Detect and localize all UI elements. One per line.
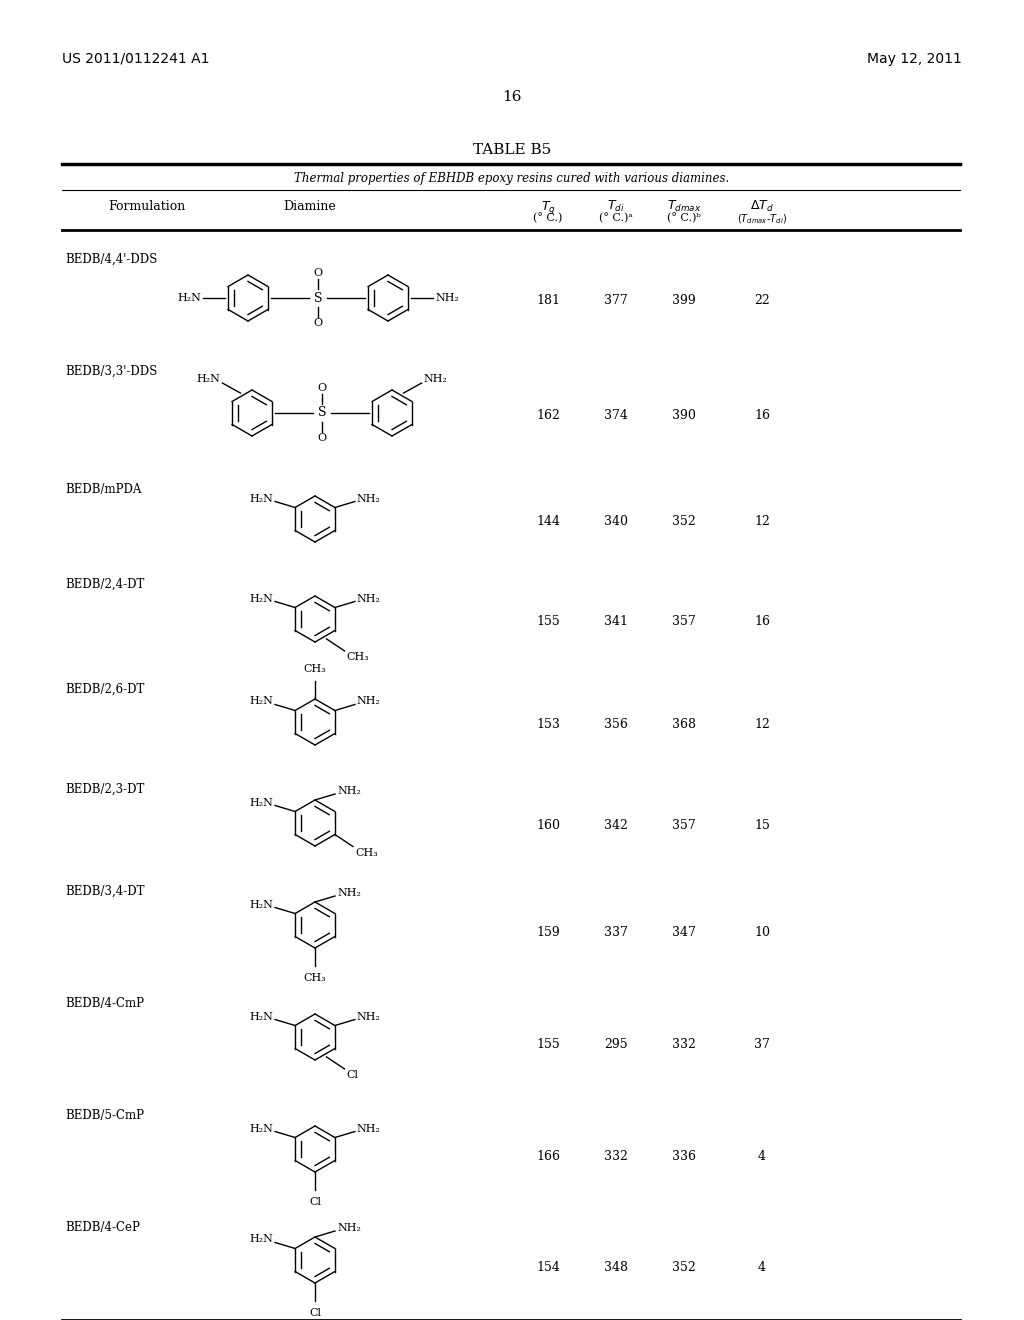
Text: NH₂: NH₂ xyxy=(435,293,459,304)
Text: 155: 155 xyxy=(537,1038,560,1051)
Text: 16: 16 xyxy=(754,409,770,422)
Text: 390: 390 xyxy=(672,409,696,422)
Text: 10: 10 xyxy=(754,927,770,939)
Text: O: O xyxy=(313,318,323,327)
Text: 37: 37 xyxy=(754,1038,770,1051)
Text: 348: 348 xyxy=(604,1261,628,1274)
Text: BEDB/mPDA: BEDB/mPDA xyxy=(65,483,141,496)
Text: Cl: Cl xyxy=(309,1308,321,1317)
Text: NH₂: NH₂ xyxy=(357,1123,381,1134)
Text: 181: 181 xyxy=(536,294,560,308)
Text: Formulation: Formulation xyxy=(108,201,185,213)
Text: NH₂: NH₂ xyxy=(337,785,360,796)
Text: 154: 154 xyxy=(536,1261,560,1274)
Text: O: O xyxy=(317,383,327,393)
Text: 295: 295 xyxy=(604,1038,628,1051)
Text: 332: 332 xyxy=(604,1150,628,1163)
Text: 4: 4 xyxy=(758,1150,766,1163)
Text: 342: 342 xyxy=(604,818,628,832)
Text: NH₂: NH₂ xyxy=(357,697,381,706)
Text: 340: 340 xyxy=(604,515,628,528)
Text: H₂N: H₂N xyxy=(197,374,220,384)
Text: 159: 159 xyxy=(537,927,560,939)
Text: 162: 162 xyxy=(536,409,560,422)
Text: $(T_{dmax}$-$T_{di})$: $(T_{dmax}$-$T_{di})$ xyxy=(737,213,787,226)
Text: NH₂: NH₂ xyxy=(337,888,360,898)
Text: 357: 357 xyxy=(672,818,696,832)
Text: CH₃: CH₃ xyxy=(304,973,327,983)
Text: 336: 336 xyxy=(672,1150,696,1163)
Text: 160: 160 xyxy=(536,818,560,832)
Text: H₂N: H₂N xyxy=(249,1123,273,1134)
Text: 356: 356 xyxy=(604,718,628,731)
Text: (° C.)ᵇ: (° C.)ᵇ xyxy=(667,213,700,223)
Text: 16: 16 xyxy=(754,615,770,628)
Text: 166: 166 xyxy=(536,1150,560,1163)
Text: 144: 144 xyxy=(536,515,560,528)
Text: 15: 15 xyxy=(754,818,770,832)
Text: Thermal properties of EBHDB epoxy resins cured with various diamines.: Thermal properties of EBHDB epoxy resins… xyxy=(294,172,730,185)
Text: BEDB/3,3'-DDS: BEDB/3,3'-DDS xyxy=(65,366,158,378)
Text: Diamine: Diamine xyxy=(284,201,336,213)
Text: 352: 352 xyxy=(672,515,696,528)
Text: NH₂: NH₂ xyxy=(337,1224,360,1233)
Text: CH₃: CH₃ xyxy=(355,847,378,858)
Text: H₂N: H₂N xyxy=(249,594,273,603)
Text: Cl: Cl xyxy=(309,1197,321,1206)
Text: 12: 12 xyxy=(754,718,770,731)
Text: 399: 399 xyxy=(672,294,696,308)
Text: S: S xyxy=(317,407,327,420)
Text: 4: 4 xyxy=(758,1261,766,1274)
Text: BEDB/5-CmP: BEDB/5-CmP xyxy=(65,1109,144,1122)
Text: US 2011/0112241 A1: US 2011/0112241 A1 xyxy=(62,51,210,66)
Text: 153: 153 xyxy=(536,718,560,731)
Text: 357: 357 xyxy=(672,615,696,628)
Text: H₂N: H₂N xyxy=(249,1234,273,1245)
Text: 347: 347 xyxy=(672,927,696,939)
Text: 377: 377 xyxy=(604,294,628,308)
Text: (° C.): (° C.) xyxy=(534,213,562,223)
Text: 16: 16 xyxy=(502,90,522,104)
Text: NH₂: NH₂ xyxy=(424,374,447,384)
Text: 374: 374 xyxy=(604,409,628,422)
Text: BEDB/4-CmP: BEDB/4-CmP xyxy=(65,997,144,1010)
Text: NH₂: NH₂ xyxy=(357,594,381,603)
Text: $T_{dmax}$: $T_{dmax}$ xyxy=(667,199,701,214)
Text: 332: 332 xyxy=(672,1038,696,1051)
Text: CH₃: CH₃ xyxy=(304,664,327,675)
Text: BEDB/4-CeP: BEDB/4-CeP xyxy=(65,1221,140,1234)
Text: O: O xyxy=(313,268,323,279)
Text: H₂N: H₂N xyxy=(249,899,273,909)
Text: NH₂: NH₂ xyxy=(357,494,381,503)
Text: O: O xyxy=(317,433,327,444)
Text: BEDB/3,4-DT: BEDB/3,4-DT xyxy=(65,884,144,898)
Text: CH₃: CH₃ xyxy=(346,652,370,661)
Text: 341: 341 xyxy=(604,615,628,628)
Text: $\Delta T_d$: $\Delta T_d$ xyxy=(751,199,774,214)
Text: H₂N: H₂N xyxy=(249,494,273,503)
Text: 352: 352 xyxy=(672,1261,696,1274)
Text: 22: 22 xyxy=(754,294,770,308)
Text: Cl: Cl xyxy=(346,1071,358,1080)
Text: May 12, 2011: May 12, 2011 xyxy=(867,51,962,66)
Text: H₂N: H₂N xyxy=(249,797,273,808)
Text: S: S xyxy=(313,292,323,305)
Text: H₂N: H₂N xyxy=(249,1011,273,1022)
Text: H₂N: H₂N xyxy=(249,697,273,706)
Text: 155: 155 xyxy=(537,615,560,628)
Text: $T_{di}$: $T_{di}$ xyxy=(607,199,625,214)
Text: H₂N: H₂N xyxy=(177,293,201,304)
Text: (° C.)ᵃ: (° C.)ᵃ xyxy=(599,213,633,223)
Text: BEDB/2,6-DT: BEDB/2,6-DT xyxy=(65,682,144,696)
Text: 337: 337 xyxy=(604,927,628,939)
Text: TABLE B5: TABLE B5 xyxy=(473,143,551,157)
Text: $T_g$: $T_g$ xyxy=(541,199,555,216)
Text: 368: 368 xyxy=(672,718,696,731)
Text: NH₂: NH₂ xyxy=(357,1011,381,1022)
Text: BEDB/2,3-DT: BEDB/2,3-DT xyxy=(65,783,144,796)
Text: BEDB/4,4'-DDS: BEDB/4,4'-DDS xyxy=(65,253,158,267)
Text: BEDB/2,4-DT: BEDB/2,4-DT xyxy=(65,578,144,591)
Text: 12: 12 xyxy=(754,515,770,528)
